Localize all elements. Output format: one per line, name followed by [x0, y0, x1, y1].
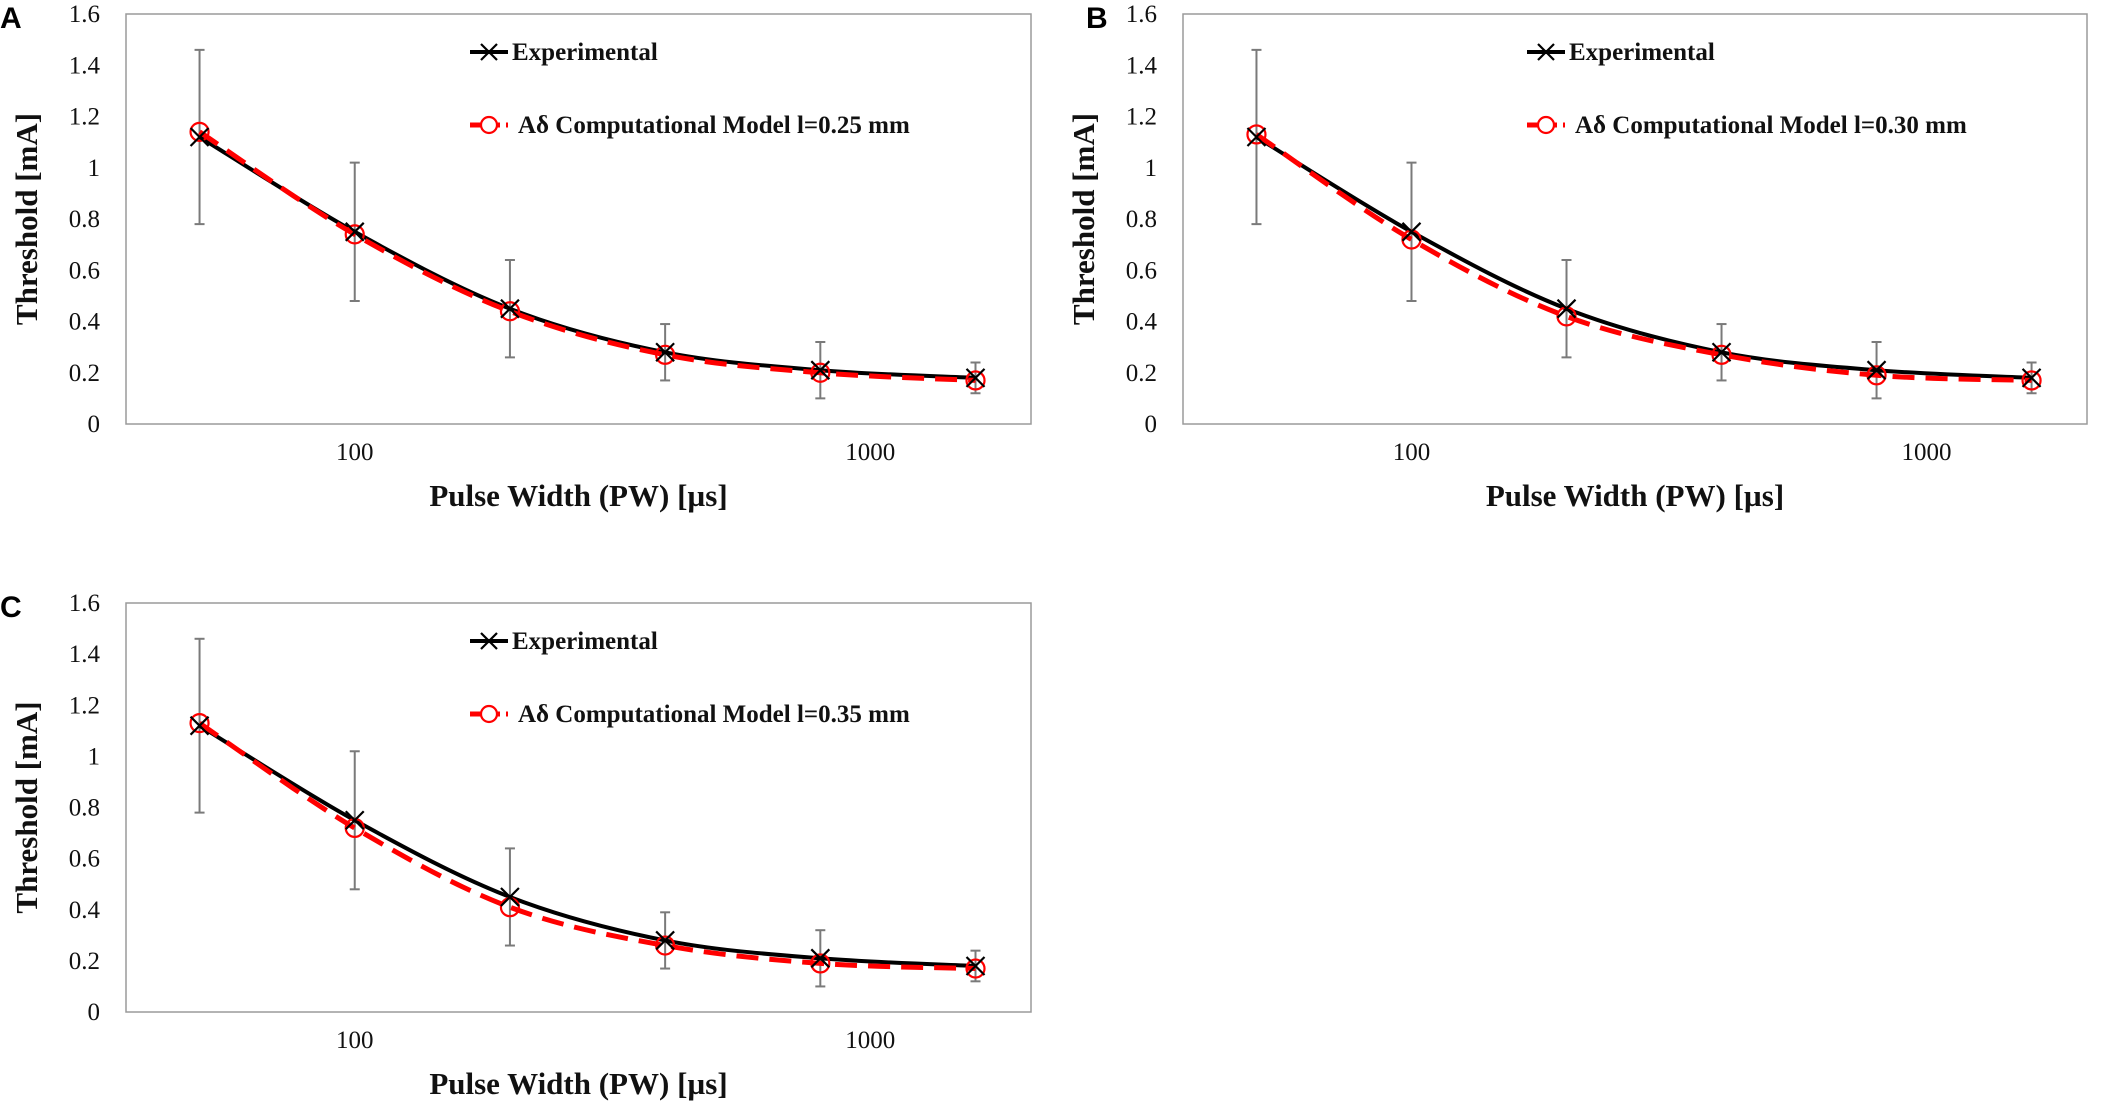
data-point-experimental — [810, 948, 831, 969]
data-point-model — [965, 370, 986, 391]
series-line-experimental — [198, 723, 976, 968]
y-tick-label: 0.6 — [69, 846, 100, 873]
series-line-model — [198, 721, 976, 971]
data-point-experimental — [1246, 127, 1267, 147]
data-point-model — [655, 935, 676, 956]
data-point-experimental — [189, 715, 210, 736]
y-tick-label: 1.6 — [69, 1, 100, 28]
series-line-experimental — [198, 135, 976, 380]
panel-letter: A — [0, 2, 22, 35]
data-point-model — [2021, 370, 2042, 391]
y-tick-label: 0 — [88, 999, 101, 1026]
series-line-model — [1255, 132, 2032, 383]
x-tick-label: 1000 — [845, 1027, 895, 1054]
y-tick-label: 1.2 — [1126, 104, 1157, 131]
plot-frame — [1182, 13, 2088, 425]
data-point-experimental — [500, 887, 520, 907]
data-point-experimental — [2021, 368, 2042, 388]
y-axis-title: Threshold [mA] — [1066, 113, 1101, 325]
data-point-model — [189, 713, 210, 734]
data-point-model — [655, 344, 676, 365]
y-tick-label: 0.8 — [1126, 206, 1157, 233]
x-axis-title: Pulse Width (PW) [µs] — [429, 478, 727, 513]
y-tick-label: 0.8 — [69, 795, 100, 822]
x-tick-label: 1000 — [845, 439, 895, 466]
y-tick-label: 1 — [1145, 155, 1158, 182]
data-point-model — [810, 362, 831, 383]
series-line-experimental — [1255, 135, 2032, 380]
data-point-experimental — [189, 127, 210, 147]
data-point-experimental — [965, 956, 986, 976]
legend-label-model: Aδ Computational Model l=0.30 mm — [1575, 112, 1967, 139]
chart-panel-c: C 0 0.2 0.4 0.6 0.8 1 1.2 1.4 1.6 100 1000 Pulse Wid… — [0, 590, 1032, 1101]
data-point-experimental — [655, 342, 675, 363]
panel-letter: B — [1086, 2, 1108, 35]
y-tick-label: 0.4 — [1126, 309, 1158, 336]
chart-panel-a: A 0 0.2 0.4 0.6 0.8 1 1.2 1.4 1.6 100 1000 Pulse Wid… — [0, 1, 1032, 513]
y-tick-label: 0.2 — [1126, 360, 1157, 387]
y-axis-title: Threshold [mA] — [9, 701, 44, 913]
plot-frame — [125, 13, 1032, 425]
data-point-experimental — [965, 368, 986, 388]
y-tick-label: 0.6 — [69, 257, 100, 284]
x-axis-title: Pulse Width (PW) [µs] — [1486, 478, 1784, 513]
y-tick-label: 0.4 — [69, 309, 101, 336]
y-tick-label: 0.2 — [69, 948, 100, 975]
legend-marker-circle-icon — [1536, 115, 1556, 135]
data-point-model — [810, 953, 831, 974]
data-point-experimental — [810, 360, 831, 380]
y-tick-label: 1.4 — [1126, 52, 1158, 79]
y-tick-label: 1.6 — [1126, 1, 1157, 28]
plot-frame — [125, 602, 1032, 1013]
legend-label-model: Aδ Computational Model l=0.25 mm — [518, 112, 910, 139]
data-point-experimental — [500, 298, 520, 319]
data-point-experimental — [655, 930, 675, 951]
x-tick-label: 100 — [336, 1027, 374, 1054]
x-tick-label: 1000 — [1901, 439, 1951, 466]
y-tick-label: 0 — [1145, 411, 1158, 438]
data-point-model — [965, 958, 986, 979]
legend-marker-circle-icon — [479, 115, 499, 135]
y-tick-label: 1.2 — [69, 692, 100, 719]
y-tick-label: 0.4 — [69, 897, 101, 924]
legend-marker-circle-icon — [479, 704, 499, 724]
y-tick-label: 1 — [88, 155, 101, 182]
data-point-model — [344, 224, 365, 245]
y-tick-label: 1 — [88, 743, 101, 770]
x-tick-label: 100 — [336, 439, 374, 466]
data-point-experimental — [1866, 360, 1887, 380]
y-axis-title: Threshold [mA] — [9, 113, 44, 325]
data-point-experimental — [344, 222, 365, 242]
data-point-model — [499, 301, 521, 322]
series-line-model — [198, 129, 976, 383]
y-tick-label: 1.6 — [69, 590, 100, 617]
y-tick-label: 0.2 — [69, 360, 100, 387]
y-tick-label: 1.4 — [69, 641, 101, 668]
y-tick-label: 0.8 — [69, 206, 100, 233]
x-tick-label: 100 — [1393, 439, 1431, 466]
chart-panel-b: B 0 0.2 0.4 0.6 0.8 1 1.2 1.4 1.6 100 1000 Pulse Wid… — [1066, 1, 2088, 513]
y-tick-label: 1.4 — [69, 52, 101, 79]
data-point-model — [1711, 344, 1732, 365]
panel-letter: C — [0, 591, 22, 624]
legend-marker-x-icon — [480, 43, 498, 61]
y-tick-label: 1.2 — [69, 104, 100, 131]
data-point-experimental — [1711, 342, 1732, 363]
legend-marker-x-icon — [1537, 43, 1555, 61]
data-point-experimental — [1401, 222, 1422, 242]
legend-marker-x-icon — [480, 632, 498, 650]
data-point-model — [1246, 124, 1267, 145]
legend-label-model: Aδ Computational Model l=0.35 mm — [518, 701, 910, 728]
data-point-experimental — [1556, 298, 1577, 319]
legend-label-experimental: Experimental — [512, 628, 658, 655]
legend-label-experimental: Experimental — [1569, 39, 1715, 66]
data-point-model — [1866, 365, 1887, 386]
data-point-model — [189, 121, 210, 142]
legend-label-experimental: Experimental — [512, 39, 658, 66]
data-point-experimental — [344, 810, 365, 831]
y-tick-label: 0 — [88, 411, 101, 438]
y-tick-label: 0.6 — [1126, 257, 1157, 284]
x-axis-title: Pulse Width (PW) [µs] — [429, 1066, 727, 1101]
